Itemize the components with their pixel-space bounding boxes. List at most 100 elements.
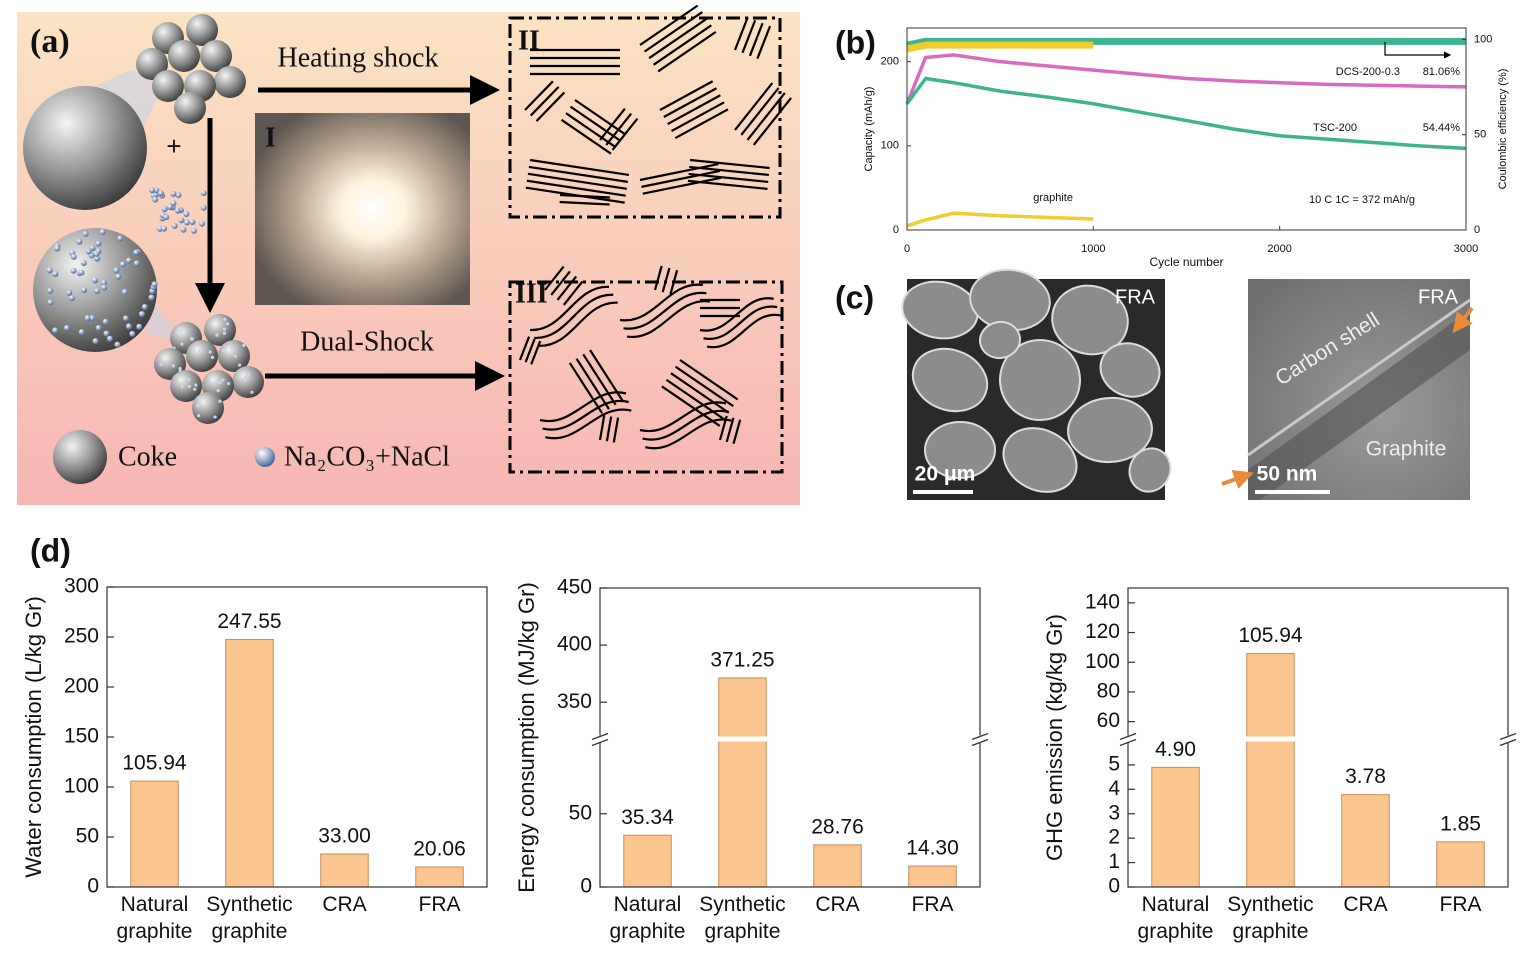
y-tick-label: 300 (64, 575, 99, 598)
data-line (906, 211, 1094, 228)
y-tick-label: 200 (64, 675, 99, 698)
axis-break (1119, 732, 1137, 741)
y2-tick-label: 100 (1474, 33, 1492, 45)
tem-layer (1248, 310, 1470, 500)
carbon-layer (605, 112, 632, 146)
carbon-layer (643, 11, 703, 53)
carbon-layer (661, 267, 671, 293)
value-label: 28.76 (811, 815, 864, 838)
salt-dot (95, 325, 102, 332)
y-tick-label: 80 (1097, 679, 1120, 702)
y-tick-label: 140 (1085, 590, 1120, 613)
carbon-layer (550, 270, 571, 296)
sem-particle (911, 347, 989, 413)
salt-dot (233, 354, 238, 358)
carbon-layer (599, 107, 626, 141)
carbon-layer (529, 86, 560, 117)
particle (170, 370, 202, 402)
carbon-layer (639, 163, 719, 182)
salt-dot (93, 250, 100, 257)
plus: + (166, 131, 181, 161)
data-line (905, 76, 1467, 151)
carbon-layer (556, 275, 578, 301)
salt-dot (161, 225, 168, 232)
carbon-layer (756, 25, 772, 60)
value-label: 4.90 (1155, 738, 1196, 761)
y2-tick-label: 0 (1474, 224, 1480, 236)
axis-break (1119, 738, 1137, 747)
bar (415, 866, 464, 888)
salt-dot (117, 235, 124, 242)
salt-dot (170, 200, 177, 207)
salt-dot (244, 375, 248, 379)
carbon-layer (746, 92, 786, 141)
salt-dot (216, 388, 220, 393)
salt-dot (161, 206, 168, 213)
image-tag: FRA (1418, 286, 1459, 308)
dashed-box (508, 280, 784, 474)
carbon-layer (623, 291, 707, 330)
salt-dot (230, 347, 234, 351)
y-tick-label: 200 (881, 56, 899, 68)
carbon-layer (748, 22, 764, 57)
salt-dot (180, 385, 184, 389)
bar (225, 638, 274, 888)
salt-dot (46, 267, 53, 274)
salt-dot (167, 204, 174, 211)
y-tick-label: 120 (1085, 620, 1120, 643)
salt-dot (194, 383, 198, 387)
image-tag: FRA (1115, 286, 1156, 308)
x-tick-label: Natural graphite (609, 893, 686, 943)
carbon-layer (612, 417, 620, 443)
salt-dot (190, 227, 197, 234)
bar (908, 865, 957, 888)
carbon-layer (732, 419, 742, 445)
x-tick-label-box: FRA (912, 893, 954, 916)
process-label: Dual-Shock (300, 326, 434, 357)
value-label: 3.78 (1345, 765, 1386, 788)
salt-dot (89, 315, 96, 322)
salt-dot (196, 404, 200, 408)
y-tick-label: 0 (580, 875, 592, 898)
carbon-layer (734, 82, 774, 131)
sem-particle (1099, 342, 1161, 398)
x-tick-label: CRA (322, 893, 367, 916)
value-label: 247.55 (217, 610, 281, 633)
salt-dot (138, 311, 145, 318)
salt-dot (187, 377, 191, 382)
particle (152, 70, 184, 102)
break-gap (1245, 736, 1296, 742)
salt-dot (226, 381, 231, 386)
carbon-layer (589, 349, 624, 402)
carbon-layer (663, 87, 718, 118)
salt-dot (119, 261, 126, 268)
salt-dot (152, 196, 159, 203)
carbon-layer (562, 280, 584, 306)
carbon-layer (529, 158, 630, 177)
y-tick-label: 5 (1108, 752, 1120, 775)
carbon-layer (674, 365, 734, 408)
carbon-layer (741, 19, 757, 54)
y-axis-label: Water consumption (L/kg Gr) (21, 596, 46, 878)
salt-dot (163, 214, 170, 221)
carbon-layer (619, 283, 704, 322)
salt-dot (52, 327, 59, 334)
salt-dot (215, 333, 219, 337)
stage-label: II (518, 25, 540, 56)
salt-dot (115, 273, 122, 280)
annotation-arrow (1384, 42, 1452, 59)
carbon-layer (545, 408, 632, 440)
carbon-layer (530, 340, 542, 365)
salt-dot (192, 349, 196, 353)
salt-dot (63, 325, 70, 332)
bar (1151, 766, 1200, 888)
carbon-layer (575, 358, 610, 410)
salt-dot (200, 190, 207, 197)
scale-label: 50 nm (1257, 463, 1318, 486)
scale-label: 20 μm (915, 463, 976, 486)
salt-dot (237, 363, 242, 367)
salt-dot (102, 318, 109, 325)
salt-dot (218, 380, 222, 385)
salt-dot (52, 270, 59, 277)
salt-dot (92, 277, 99, 284)
